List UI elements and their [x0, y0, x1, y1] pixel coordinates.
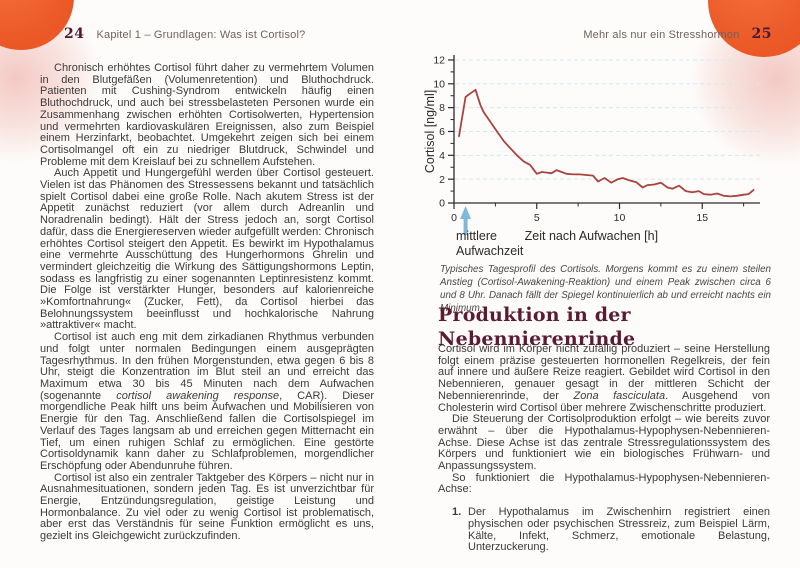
y-tick-label: 0 — [439, 198, 445, 210]
paragraph-hpa-axis: Die Steuerung der Cortisolproduktion erf… — [438, 413, 770, 473]
paragraph-circadian-text-b: , CAR). Dieser morgendliche Peak hilft u… — [40, 389, 374, 472]
cortisol-daily-profile-chart: 0 2 4 6 8 10 12 0 5 10 15 Cortisol [ng/ml] Zeit nach… — [424, 54, 776, 259]
y-tick-label: 10 — [433, 78, 445, 90]
decor-orange-circle-top-left-icon — [0, 0, 74, 50]
y-tick-label: 4 — [439, 150, 445, 162]
chapter-title: Kapitel 1 – Grundlagen: Was ist Cortisol… — [96, 29, 306, 41]
figure-caption: Typisches Tagesprofil des Cortisols. Mor… — [440, 264, 771, 314]
wake-time-arrow-icon — [460, 206, 472, 235]
running-header-left: 24 Kapitel 1 – Grundlagen: Was ist Corti… — [64, 26, 305, 42]
page-number-left: 24 — [64, 26, 85, 42]
x-tick-label: 5 — [534, 212, 540, 224]
wake-time-label: Aufwachzeit — [456, 244, 524, 258]
paragraph-production: Cortisol wird im Körper nicht zufällig p… — [438, 343, 770, 414]
x-axis-title: Zeit nach Aufwachen [h] — [525, 229, 658, 243]
right-page-body: Cortisol wird im Körper nicht zufällig p… — [438, 343, 770, 554]
y-tick-label: 8 — [439, 102, 445, 114]
paragraph-circadian: Cortisol ist auch eng mit dem zirkadiane… — [40, 331, 374, 472]
y-tick-label: 12 — [433, 55, 445, 67]
list-item-number: 1. — [452, 506, 462, 519]
left-page-body: Chronisch erhöhtes Cortisol führt daher … — [40, 62, 374, 543]
x-tick-label: 0 — [451, 212, 457, 224]
x-tick-label: 15 — [696, 212, 708, 224]
paragraph-circadian-text-a: Cortisol ist auch eng mit dem zirkadiane… — [40, 331, 374, 402]
paragraph-blood-pressure: Chronisch erhöhtes Cortisol führt daher … — [40, 62, 374, 168]
y-axis-title: Cortisol [ng/ml] — [424, 90, 437, 173]
y-tick-label: 2 — [439, 174, 445, 186]
paragraph-hpa-intro: So funktioniert die Hypothalamus-Hypophy… — [438, 471, 770, 496]
list-item: 1. Der Hypothalamus im Zwischenhirn regi… — [452, 506, 770, 554]
section-running-title: Mehr als nur ein Stresshormon — [583, 29, 740, 41]
chart-canvas: 0 2 4 6 8 10 12 0 5 10 15 Cortisol [ng/ml] Zeit nach… — [424, 55, 760, 258]
wake-time-label: mittlere — [456, 229, 497, 243]
wake-time-arrow-head — [460, 206, 472, 219]
page-number-right: 25 — [751, 26, 772, 42]
paragraph-production-italic: Zona fasciculata — [573, 389, 666, 402]
cortisol-curve — [458, 88, 755, 198]
paragraph-appetite: Auch Appetit und Hungergefühl werden übe… — [40, 167, 374, 332]
y-tick-label: 6 — [439, 126, 445, 138]
x-tick-label: 10 — [614, 212, 626, 224]
paragraph-conclusion: Cortisol ist also ein zentraler Taktgebe… — [40, 471, 374, 543]
list-item-text: Der Hypothalamus im Zwischenhirn registr… — [468, 506, 770, 554]
running-header-right: Mehr als nur ein Stresshormon 25 — [583, 26, 772, 42]
section-heading: Produktion in der Nebennierenrinde — [438, 304, 636, 350]
paragraph-production-text-b: . Ausgehend von Cholesterin wird Cortiso… — [438, 389, 770, 414]
hpa-steps-list: 1. Der Hypothalamus im Zwischenhirn regi… — [438, 506, 770, 554]
paragraph-circadian-italic: cortisol awakening response — [116, 389, 280, 402]
paragraph-production-text-a: Cortisol wird im Körper nicht zufällig p… — [438, 343, 770, 402]
